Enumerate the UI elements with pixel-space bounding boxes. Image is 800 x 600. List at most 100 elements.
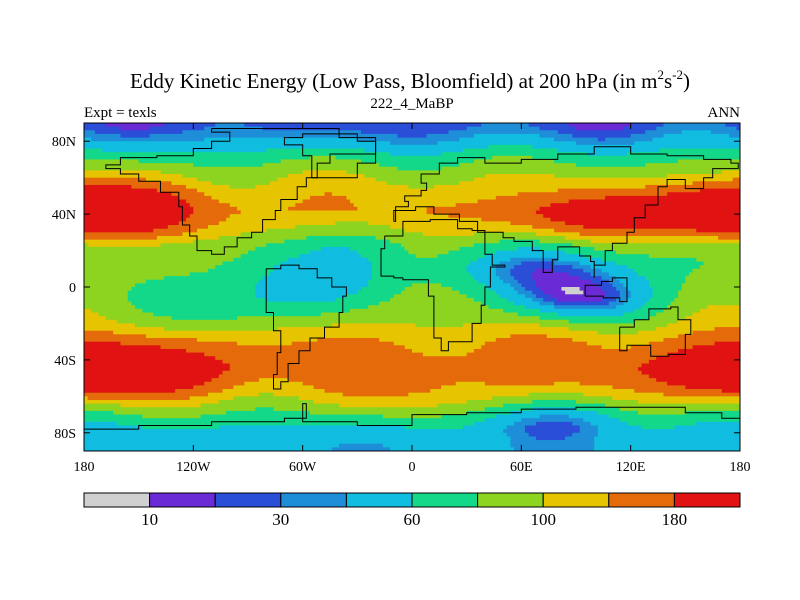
contour-cell [667,305,708,310]
contour-cell [492,396,614,401]
colorbar-label: 60 [404,510,421,529]
contour-cell [255,184,409,190]
contour-cell [484,254,584,259]
contour-cell [627,421,697,427]
contour-cell [557,257,603,263]
contour-cell [510,443,595,448]
contour-cell [113,410,227,416]
contour-cell [291,341,395,346]
contour-cell [84,425,143,430]
contour-cell [619,294,632,299]
contour-cell [630,294,654,299]
contour-field [84,123,740,451]
contour-cell [510,268,537,274]
contour-cell [357,290,402,295]
contour-cell [226,410,311,416]
contour-cell [481,301,515,306]
contour-cell [84,316,107,321]
contour-cell [404,425,464,430]
contour-cell [524,425,581,430]
contour-cell [211,181,271,186]
contour-cell [84,214,191,219]
contour-cell [663,308,701,314]
contour-cell [608,272,639,277]
contour-cell [568,123,632,128]
contour-cell [495,268,511,274]
contour-cell [84,385,194,390]
contour-cell [84,166,399,171]
contour-cell [499,261,522,266]
contour-cell [120,133,151,139]
contour-cell [663,123,727,128]
contour-cell [601,257,697,263]
contour-cell [601,276,617,281]
contour-cell [189,214,231,219]
contour-cell [466,126,541,131]
contour-cell [346,195,497,201]
contour-cell [532,399,577,405]
continent-outline [265,264,347,390]
contour-cell [473,133,541,139]
contour-cell [135,305,369,310]
contour-cell [506,425,526,430]
contour-cell [368,221,511,226]
contour-cell [262,126,468,131]
contour-cell [415,323,464,328]
contour-cell [309,195,347,201]
contour-cell [597,330,639,335]
contour-cell [729,133,740,139]
contour-cell [262,163,380,168]
colorbar-swatch [411,492,479,508]
contour-cell [441,152,588,157]
contour-cell [189,272,271,277]
contour-cell [145,177,198,182]
contour-cell [200,414,384,419]
contour-cell [645,301,672,306]
contour-cell [84,319,118,325]
contour-cell [688,272,740,277]
plot-area [84,123,740,451]
contour-cell [87,396,191,401]
contour-cell [350,199,479,204]
contour-cell [459,137,555,142]
contour-cell [94,130,183,135]
contour-cell [145,279,260,284]
y-tick-label: 40N [52,208,76,223]
contour-cell [539,126,577,131]
contour-cell [84,447,333,451]
contour-cell [335,297,391,303]
contour-cell [459,246,519,252]
contour-cell [401,290,460,295]
contour-cell [237,316,541,321]
contour-cell [568,319,635,325]
contour-cell [565,235,719,241]
contour-cell [528,123,570,128]
contour-cell [331,447,391,451]
contour-cell [579,287,603,292]
contour-cell [84,356,216,361]
contour-cell [495,414,541,419]
contour-cell [521,261,555,266]
contour-cell [532,276,581,281]
contour-cell [637,330,694,335]
contour-cell [218,374,650,379]
contour-cell [84,338,198,343]
contour-cell [215,265,275,270]
contour-cell [503,429,526,434]
contour-cell [656,312,694,317]
contour-cell [182,130,362,135]
contour-cell [481,217,552,222]
contour-cell [550,294,606,299]
contour-cell [543,214,740,219]
contour-cell [167,225,209,230]
contour-cell [145,334,511,339]
contour-cell [514,287,526,292]
contour-cell [84,279,147,284]
contour-cell [656,327,716,332]
contour-cell [84,334,147,339]
contour-cell [269,272,373,277]
contour-cell [517,246,541,252]
contour-cell [84,170,162,175]
contour-cell [84,301,132,306]
contour-cell [404,246,460,252]
